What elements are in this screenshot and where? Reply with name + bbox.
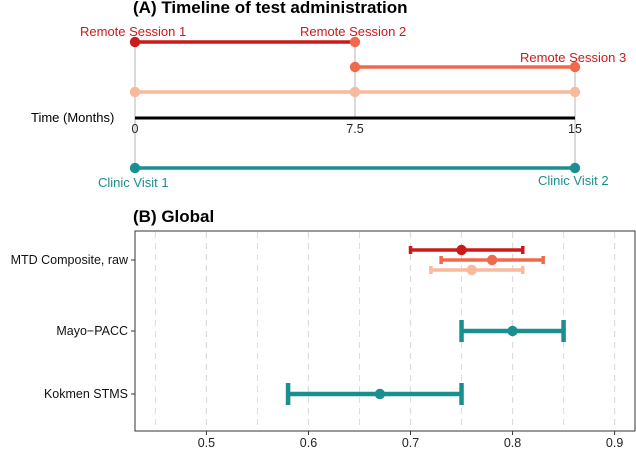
estimate-point-3 [507, 325, 518, 337]
y-category-label-2: Kokmen STMS [44, 387, 128, 401]
label-remote-session-2: Remote Session 2 [300, 24, 406, 39]
panel-b-title: (B) Global [133, 207, 214, 226]
estimate-point-1 [486, 254, 498, 266]
y-axis-labels: MTD Composite, raw Mayo−PACC Kokmen STMS [11, 253, 135, 401]
y-category-label-1: Mayo−PACC [56, 324, 128, 338]
forest-plot-marks [285, 244, 566, 405]
session2-end-point [569, 61, 581, 73]
session3-end-point [569, 86, 581, 98]
session1-start-point [129, 36, 141, 48]
x-tick-label-0.8: 0.8 [504, 436, 521, 450]
label-remote-session-1: Remote Session 1 [80, 24, 186, 39]
panel-a-title: (A) Timeline of test administration [133, 0, 408, 17]
y-category-label-0: MTD Composite, raw [11, 253, 129, 267]
time-tick-15: 15 [568, 122, 582, 136]
label-clinic-visit-1: Clinic Visit 1 [98, 175, 169, 190]
clinic-visit1-point [129, 162, 141, 174]
label-remote-session-3: Remote Session 3 [520, 50, 626, 65]
estimate-point-0 [456, 244, 467, 256]
time-axis-label: Time (Months) [31, 110, 114, 125]
time-tick-7.5: 7.5 [346, 122, 363, 136]
gridlines [154, 232, 616, 430]
time-tick-0: 0 [132, 122, 139, 136]
x-axis: 0.5 0.6 0.7 0.8 0.9 [198, 431, 623, 450]
session3-start-point [129, 86, 141, 98]
x-tick-label-0.6: 0.6 [300, 436, 317, 450]
estimate-point-4 [374, 388, 386, 400]
session1-end-point [349, 36, 361, 48]
estimate-point-2 [466, 264, 477, 276]
label-clinic-visit-2: Clinic Visit 2 [538, 173, 609, 188]
x-tick-label-0.5: 0.5 [198, 436, 215, 450]
x-tick-label-0.7: 0.7 [402, 436, 419, 450]
x-tick-label-0.9: 0.9 [606, 436, 623, 450]
session2-start-point [349, 61, 361, 73]
session3-mid-point [349, 86, 361, 98]
clinic-visit2-point [569, 162, 581, 174]
